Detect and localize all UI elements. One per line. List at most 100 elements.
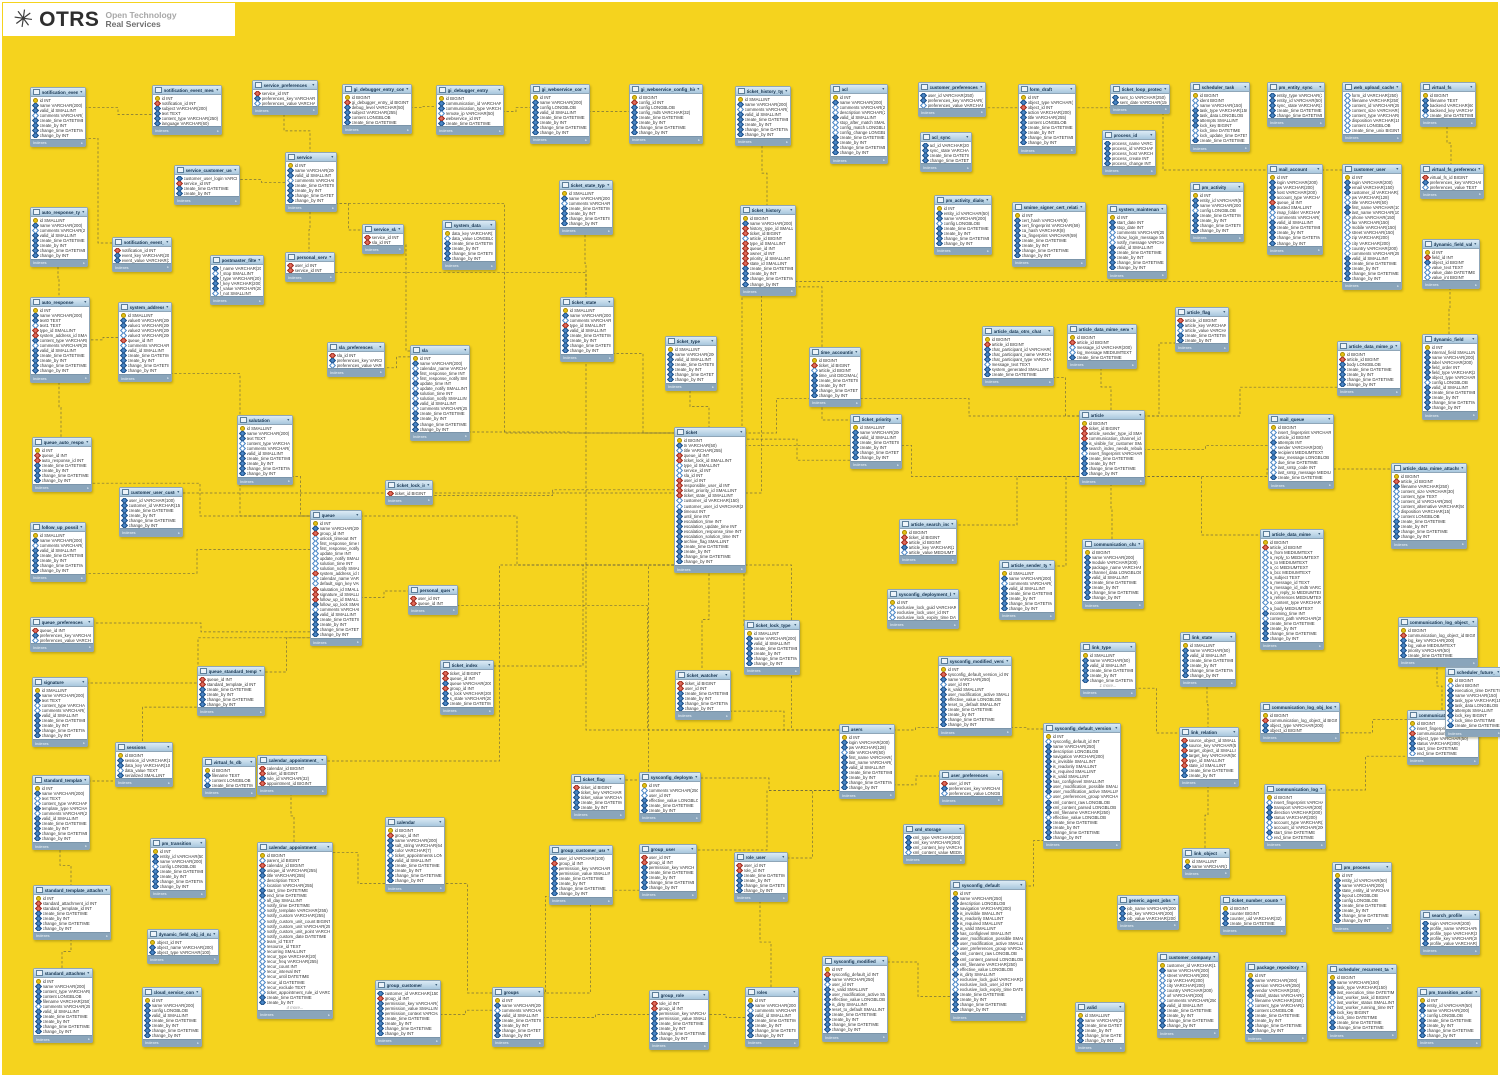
table-header[interactable]: mail_account ▼ xyxy=(1268,165,1322,174)
indexes-footer[interactable]: Indexes ▸ xyxy=(120,528,182,536)
expand-indexes-icon[interactable]: ▸ xyxy=(260,709,262,714)
expand-indexes-icon[interactable]: ▸ xyxy=(1474,758,1476,763)
expand-indexes-icon[interactable]: ▸ xyxy=(696,815,698,820)
table-ticket_flag[interactable]: ticket_flag ▼ ticket_id BIGINT ticket_key V… xyxy=(571,774,625,819)
indexes-footer[interactable]: Indexes ▸ xyxy=(1423,411,1477,419)
expand-indexes-icon[interactable]: ▸ xyxy=(960,857,962,862)
indexes-footer[interactable]: Indexes ▸ xyxy=(1423,280,1479,288)
indexes-footer[interactable]: Indexes ▸ xyxy=(1408,756,1478,765)
expand-indexes-icon[interactable]: ▸ xyxy=(1475,282,1477,287)
collapse-arrow-icon[interactable]: ▼ xyxy=(952,592,956,596)
collapse-arrow-icon[interactable]: ▼ xyxy=(1474,990,1478,994)
table-header[interactable]: customer_user ▼ xyxy=(1343,165,1401,174)
table-header[interactable]: system_data ▼ xyxy=(443,221,495,230)
collapse-arrow-icon[interactable]: ▼ xyxy=(1160,207,1164,211)
table-header[interactable]: ticket_lock_index▼ xyxy=(386,481,432,490)
table-virtual_fs[interactable]: virtual_fs ▼ id BIGINT filename TEXT backend… xyxy=(1420,82,1476,127)
expand-indexes-icon[interactable]: ▸ xyxy=(1139,603,1141,608)
collapse-arrow-icon[interactable]: ▼ xyxy=(489,223,493,227)
table-header[interactable]: scheduler_future_task▼ xyxy=(1446,668,1500,677)
indexes-footer[interactable]: Indexes ▸ xyxy=(810,398,860,407)
expand-indexes-icon[interactable]: ▸ xyxy=(1321,842,1323,847)
table-sysconfig_modified[interactable]: sysconfig_modified ▼ id INT sysconfig_defau… xyxy=(822,956,888,1042)
table-mail_queue[interactable]: mail_queue ▼ id BIGINT insert_fingerprint V… xyxy=(1268,414,1334,490)
expand-indexes-icon[interactable]: ▸ xyxy=(440,886,442,891)
table-ticket_index[interactable]: ticket_index ▼ ticket_id BIGINT queue_id IN… xyxy=(440,660,494,716)
indexes-footer[interactable]: Indexes ▸ xyxy=(148,955,218,963)
table-communication_log_obj_lookup[interactable]: communication_log_obj_lookup▼id BIGINTco… xyxy=(1260,702,1340,742)
table-header[interactable]: sysconfig_deployment▼ xyxy=(640,773,700,782)
expand-indexes-icon[interactable]: ▸ xyxy=(214,957,216,962)
indexes-footer[interactable]: Indexes ▸ xyxy=(640,813,700,821)
indexes-footer[interactable]: Indexes ▸ xyxy=(1044,840,1120,849)
table-header[interactable]: article_flag ▼ xyxy=(1176,308,1228,317)
table-article_data_mime_send_error[interactable]: article_data_mime_send_error▼id BIGINTar… xyxy=(1067,324,1137,369)
collapse-arrow-icon[interactable]: ▼ xyxy=(355,513,359,517)
indexes-footer[interactable]: Indexes ▸ xyxy=(328,368,384,376)
table-header[interactable]: group_customer ▼ xyxy=(376,981,440,990)
indexes-footer[interactable]: Indexes ▸ xyxy=(939,727,1011,736)
expand-indexes-icon[interactable]: ▸ xyxy=(712,384,714,389)
table-header[interactable]: notification_event ▼ xyxy=(31,88,85,97)
collapse-arrow-icon[interactable]: ▼ xyxy=(793,623,797,627)
table-article_data_otrs_chat[interactable]: article_data_otrs_chat ▼ id BIGINT article_… xyxy=(982,326,1054,387)
expand-indexes-icon[interactable]: ▸ xyxy=(539,1040,541,1045)
expand-indexes-icon[interactable]: ▸ xyxy=(1132,362,1134,367)
indexes-footer[interactable]: Indexes ▸ xyxy=(1076,1043,1124,1051)
table-header[interactable]: article_sender_type▼ xyxy=(1000,561,1054,570)
table-header[interactable]: sysconfig_deployment_lock▼ xyxy=(888,590,958,599)
indexes-footer[interactable]: Indexes ▸ xyxy=(143,1038,201,1047)
indexes-footer[interactable]: Indexes ▸ xyxy=(441,706,493,715)
collapse-arrow-icon[interactable]: ▼ xyxy=(328,255,332,259)
collapse-arrow-icon[interactable]: ▼ xyxy=(79,525,83,529)
table-article[interactable]: article ▼ id BIGINT ticket_id BIGINT article… xyxy=(1079,410,1145,486)
table-header[interactable]: ticket_watcher ▼ xyxy=(676,671,730,680)
indexes-footer[interactable]: Indexes ▸ xyxy=(983,377,1053,386)
indexes-footer[interactable]: Indexes ▸ xyxy=(31,573,85,582)
collapse-arrow-icon[interactable]: ▼ xyxy=(311,83,315,87)
table-header[interactable]: article_search_index▼ xyxy=(900,520,956,529)
expand-indexes-icon[interactable]: ▸ xyxy=(1318,248,1320,253)
table-ticket_lock_index[interactable]: ticket_lock_index▼ticket_id BIGINTIndexe… xyxy=(385,480,433,505)
expand-indexes-icon[interactable]: ▸ xyxy=(1397,135,1399,140)
indexes-footer[interactable]: Indexes ▸ xyxy=(640,890,696,899)
table-service_preferences[interactable]: service_preferences ▼ service_id INT prefer… xyxy=(252,80,318,115)
expand-indexes-icon[interactable]: ▸ xyxy=(967,165,969,170)
collapse-arrow-icon[interactable]: ▼ xyxy=(451,588,455,592)
table-header[interactable]: notification_event_message▼ xyxy=(153,86,221,95)
collapse-arrow-icon[interactable]: ▼ xyxy=(215,88,219,92)
table-header[interactable]: customer_preferences ▼ xyxy=(919,83,985,92)
collapse-arrow-icon[interactable]: ▼ xyxy=(1212,955,1216,959)
table-smime_signer_cert_relations[interactable]: smime_signer_cert_relations▼id INTcert_h… xyxy=(1012,202,1086,268)
table-header[interactable]: role_user ▼ xyxy=(735,853,787,862)
indexes-footer[interactable]: Indexes ▸ xyxy=(919,108,985,116)
indexes-footer[interactable]: Indexes ▸ xyxy=(443,261,495,269)
collapse-arrow-icon[interactable]: ▼ xyxy=(1114,726,1118,730)
table-ticket_lock_type[interactable]: ticket_lock_type ▼ id SMALLINT name VARCHAR… xyxy=(744,620,800,676)
table-header[interactable]: article_data_mime_attachment▼ xyxy=(1392,464,1466,473)
expand-indexes-icon[interactable]: ▸ xyxy=(1071,148,1073,153)
table-notification_event[interactable]: notification_event ▼ id INT name VARCHAR(20… xyxy=(30,87,86,148)
table-header[interactable]: pm_transition ▼ xyxy=(151,839,205,848)
indexes-footer[interactable]: Indexes ▸ xyxy=(31,258,87,267)
table-header[interactable]: dynamic_field_value▼ xyxy=(1423,240,1479,249)
expand-indexes-icon[interactable]: ▸ xyxy=(1165,107,1167,112)
indexes-footer[interactable]: Indexes ▸ xyxy=(888,620,958,628)
collapse-arrow-icon[interactable]: ▼ xyxy=(397,227,401,231)
expand-indexes-icon[interactable]: ▸ xyxy=(883,1035,885,1040)
table-communication_log[interactable]: communication_log ▼ id BIGINT insert_finger… xyxy=(1264,784,1326,850)
table-web_upload_cache[interactable]: web_upload_cache ▼ form_id VARCHAR(250) fil… xyxy=(1342,82,1402,143)
collapse-arrow-icon[interactable]: ▼ xyxy=(83,778,87,782)
table-customer_user_customer[interactable]: customer_user_customer▼user_id VARCHAR(1… xyxy=(119,487,183,537)
table-header[interactable]: user_preferences ▼ xyxy=(940,771,1002,780)
expand-indexes-icon[interactable]: ▸ xyxy=(1081,260,1083,265)
expand-indexes-icon[interactable]: ▸ xyxy=(428,498,430,503)
table-pm_activity_dialog[interactable]: pm_activity_dialog ▼ id INT entity_id VARCH… xyxy=(934,195,992,256)
table-header[interactable]: notification_event_item▼ xyxy=(113,238,171,247)
indexes-footer[interactable]: Indexes ▸ xyxy=(572,810,624,818)
table-header[interactable]: dynamic_field ▼ xyxy=(1423,335,1477,344)
collapse-arrow-icon[interactable]: ▼ xyxy=(1471,620,1475,624)
table-header[interactable]: system_maintenance▼ xyxy=(1108,205,1166,214)
indexes-footer[interactable]: Indexes ▸ xyxy=(1246,1033,1306,1042)
